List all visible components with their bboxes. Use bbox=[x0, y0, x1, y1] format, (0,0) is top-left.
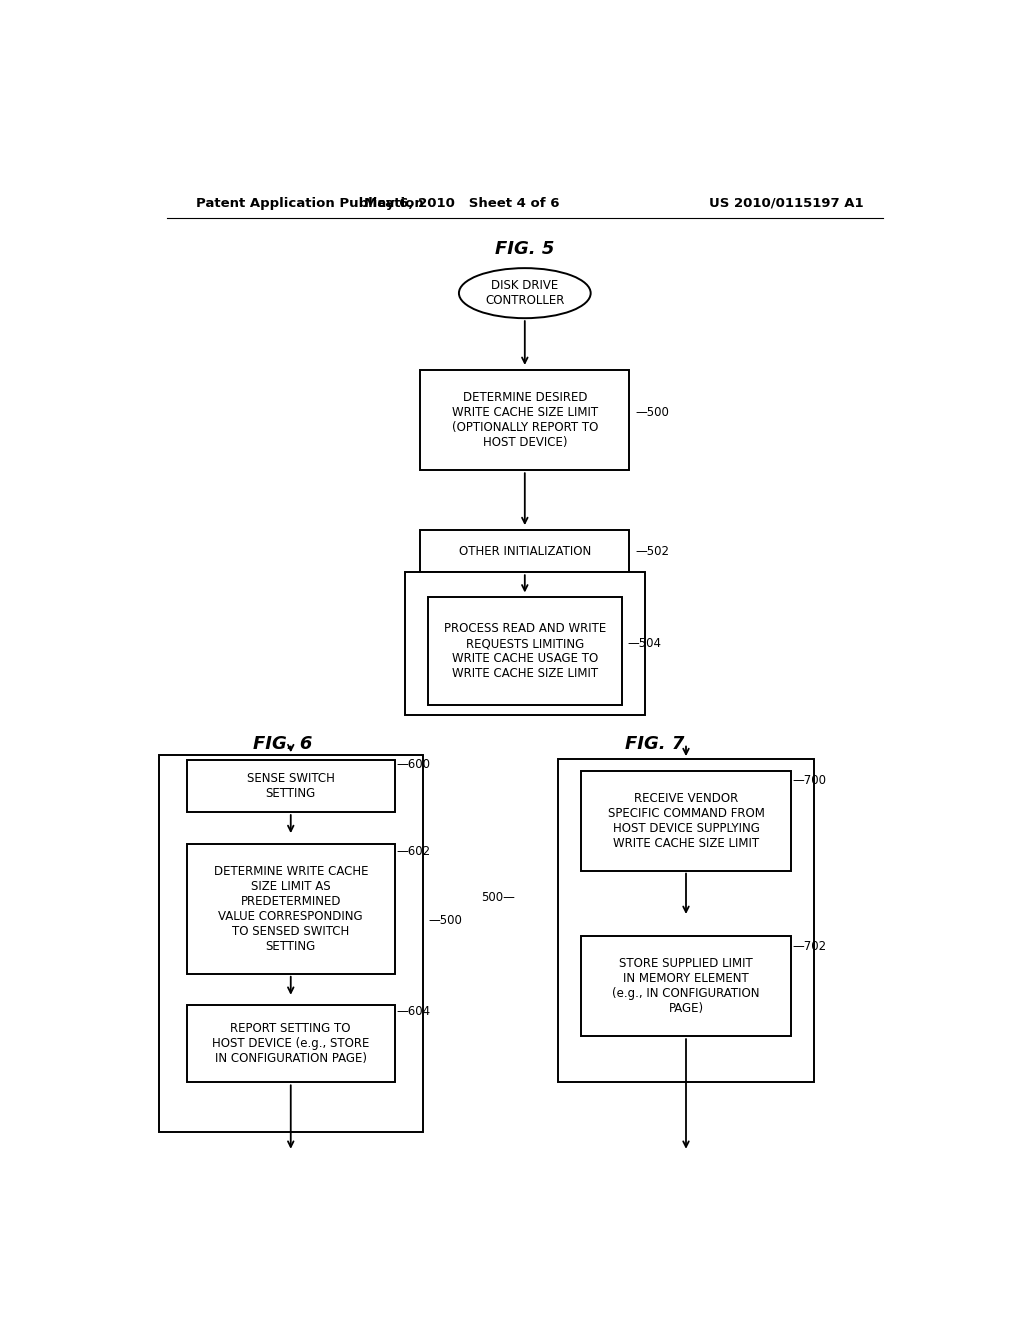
Bar bbox=[404, 573, 645, 714]
Text: —600: —600 bbox=[396, 758, 430, 771]
Bar bbox=[428, 597, 622, 705]
Bar bbox=[558, 759, 814, 1082]
Text: REPORT SETTING TO
HOST DEVICE (e.g., STORE
IN CONFIGURATION PAGE): REPORT SETTING TO HOST DEVICE (e.g., STO… bbox=[212, 1023, 370, 1065]
Ellipse shape bbox=[459, 268, 591, 318]
Text: —702: —702 bbox=[793, 940, 826, 953]
Text: SENSE SWITCH
SETTING: SENSE SWITCH SETTING bbox=[247, 772, 335, 800]
Text: May 6, 2010   Sheet 4 of 6: May 6, 2010 Sheet 4 of 6 bbox=[364, 197, 559, 210]
Text: —502: —502 bbox=[636, 545, 670, 557]
Text: DETERMINE DESIRED
WRITE CACHE SIZE LIMIT
(OPTIONALLY REPORT TO
HOST DEVICE): DETERMINE DESIRED WRITE CACHE SIZE LIMIT… bbox=[452, 391, 598, 449]
Text: FIG. 6: FIG. 6 bbox=[253, 735, 312, 752]
Text: OTHER INITIALIZATION: OTHER INITIALIZATION bbox=[459, 545, 591, 557]
Text: FIG. 5: FIG. 5 bbox=[496, 240, 554, 259]
Bar bbox=[420, 529, 630, 573]
Text: PROCESS READ AND WRITE
REQUESTS LIMITING
WRITE CACHE USAGE TO
WRITE CACHE SIZE L: PROCESS READ AND WRITE REQUESTS LIMITING… bbox=[443, 622, 606, 680]
Text: —500: —500 bbox=[636, 407, 670, 418]
Bar bbox=[187, 845, 394, 974]
Text: —500: —500 bbox=[429, 915, 463, 927]
Bar bbox=[582, 936, 791, 1036]
Text: —604: —604 bbox=[396, 1005, 430, 1018]
Text: —602: —602 bbox=[396, 845, 430, 858]
Bar bbox=[187, 1006, 394, 1082]
Text: Patent Application Publication: Patent Application Publication bbox=[197, 197, 424, 210]
Text: STORE SUPPLIED LIMIT
IN MEMORY ELEMENT
(e.g., IN CONFIGURATION
PAGE): STORE SUPPLIED LIMIT IN MEMORY ELEMENT (… bbox=[612, 957, 760, 1015]
Text: 500—: 500— bbox=[481, 891, 515, 904]
Text: RECEIVE VENDOR
SPECIFIC COMMAND FROM
HOST DEVICE SUPPLYING
WRITE CACHE SIZE LIMI: RECEIVE VENDOR SPECIFIC COMMAND FROM HOS… bbox=[607, 792, 765, 850]
Bar bbox=[159, 755, 423, 1133]
Text: —700: —700 bbox=[793, 774, 826, 787]
Bar bbox=[582, 771, 791, 871]
Text: FIG. 7: FIG. 7 bbox=[626, 735, 685, 752]
Bar bbox=[187, 760, 394, 812]
Text: DETERMINE WRITE CACHE
SIZE LIMIT AS
PREDETERMINED
VALUE CORRESPONDING
TO SENSED : DETERMINE WRITE CACHE SIZE LIMIT AS PRED… bbox=[213, 865, 368, 953]
Text: —504: —504 bbox=[628, 638, 662, 649]
Text: DISK DRIVE
CONTROLLER: DISK DRIVE CONTROLLER bbox=[485, 279, 564, 308]
Text: US 2010/0115197 A1: US 2010/0115197 A1 bbox=[710, 197, 864, 210]
Bar bbox=[420, 370, 630, 470]
